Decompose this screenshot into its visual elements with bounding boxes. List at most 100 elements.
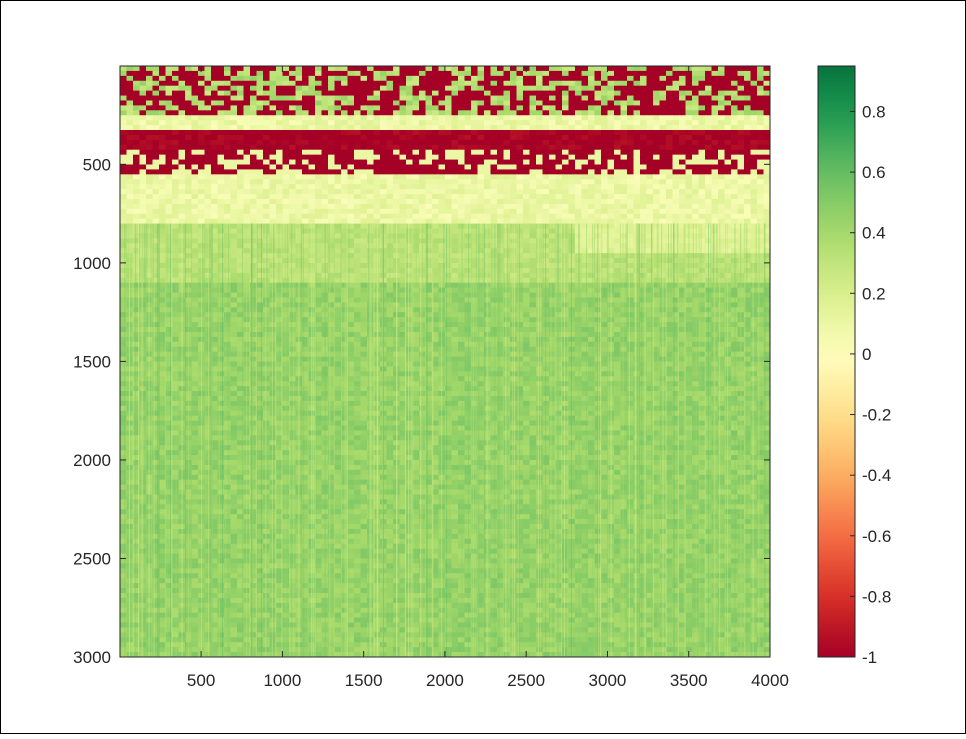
heatmap-cell — [295, 233, 303, 239]
heatmap-cell — [750, 238, 758, 244]
heatmap-cell — [224, 277, 232, 284]
heatmap-cell — [620, 105, 628, 111]
heatmap-cell — [750, 297, 758, 303]
heatmap-cell — [347, 70, 355, 77]
heatmap-cell — [705, 130, 713, 136]
heatmap-cell — [718, 302, 726, 308]
heatmap-cell — [458, 213, 466, 220]
heatmap-cell — [152, 154, 160, 161]
heatmap-cell — [620, 80, 628, 87]
heatmap-cell — [477, 228, 485, 235]
heatmap-cell — [484, 277, 492, 284]
heatmap-cell — [490, 208, 498, 215]
heatmap-cell — [315, 179, 323, 185]
heatmap-cell — [523, 144, 531, 151]
heatmap-cell — [178, 90, 186, 97]
heatmap-cell — [406, 90, 414, 97]
heatmap-cell — [276, 134, 284, 141]
heatmap-cell — [321, 174, 329, 180]
heatmap-cell — [763, 258, 770, 264]
heatmap-cell — [224, 139, 232, 146]
heatmap-cell — [698, 169, 706, 175]
heatmap-cell — [321, 253, 329, 259]
heatmap-cell — [672, 194, 680, 200]
heatmap-cell — [126, 75, 134, 82]
heatmap-cell — [562, 105, 570, 111]
heatmap-cell — [575, 208, 583, 215]
heatmap-cell — [146, 110, 154, 116]
heatmap-cell — [750, 194, 758, 200]
heatmap-cell — [471, 154, 479, 161]
heatmap-cell — [198, 144, 206, 151]
heatmap-cell — [393, 110, 401, 116]
heatmap-cell — [750, 139, 758, 146]
heatmap-cell — [679, 134, 687, 141]
heatmap-cell — [354, 267, 362, 274]
heatmap-cell — [555, 208, 563, 215]
heatmap-cell — [503, 302, 511, 308]
heatmap-cell — [484, 100, 492, 106]
heatmap-cell — [646, 144, 654, 151]
heatmap-cell — [718, 70, 726, 77]
heatmap-cell — [601, 238, 609, 244]
heatmap-cell — [497, 100, 505, 106]
heatmap-cell — [451, 125, 459, 131]
heatmap-cell — [386, 130, 394, 136]
heatmap-cell — [289, 70, 297, 77]
heatmap-cell — [458, 307, 466, 313]
heatmap-cell — [146, 198, 154, 205]
heatmap-cell — [380, 105, 388, 111]
heatmap-cell — [666, 238, 674, 244]
heatmap-cell — [510, 184, 518, 190]
heatmap-cell — [653, 198, 661, 205]
heatmap-cell — [601, 218, 609, 225]
heatmap-cell — [744, 203, 752, 210]
heatmap-cell — [230, 272, 238, 279]
heatmap-cell — [588, 110, 596, 116]
heatmap-cell — [211, 85, 219, 92]
heatmap-cell — [159, 115, 167, 121]
heatmap-cell — [705, 233, 713, 239]
heatmap-cell — [263, 134, 271, 141]
heatmap-cell — [692, 159, 700, 166]
heatmap-cell — [438, 238, 446, 244]
heatmap-cell — [763, 100, 770, 106]
heatmap-cell — [438, 302, 446, 308]
heatmap-cell — [191, 208, 199, 215]
heatmap-cell — [607, 139, 615, 146]
heatmap-cell — [711, 253, 719, 259]
heatmap-cell — [614, 90, 622, 97]
heatmap-cell — [393, 174, 401, 180]
heatmap-cell — [211, 248, 219, 254]
heatmap-cell — [178, 70, 186, 77]
heatmap-cell — [159, 213, 167, 220]
heatmap-cell — [679, 208, 687, 215]
heatmap-cell — [490, 90, 498, 97]
heatmap-cell — [425, 159, 433, 166]
heatmap-cell — [250, 115, 258, 121]
heatmap-cell — [523, 115, 531, 121]
heatmap-cell — [347, 267, 355, 274]
heatmap-cell — [178, 134, 186, 141]
heatmap-cell — [217, 198, 225, 205]
heatmap-cell — [620, 282, 628, 289]
heatmap-cell — [711, 258, 719, 264]
heatmap-cell — [575, 218, 583, 225]
heatmap-cell — [510, 213, 518, 220]
heatmap-cell — [321, 189, 329, 195]
heatmap-cell — [165, 277, 173, 284]
heatmap-cell — [191, 95, 199, 102]
heatmap-cell — [321, 263, 329, 269]
heatmap-cell — [152, 75, 160, 82]
heatmap-cell — [588, 154, 596, 161]
heatmap-cell — [419, 282, 427, 289]
heatmap-cell — [139, 208, 147, 215]
heatmap-cell — [633, 184, 641, 190]
heatmap-cell — [484, 243, 492, 249]
heatmap-cell — [302, 70, 310, 77]
heatmap-cell — [198, 115, 206, 121]
heatmap-cell — [425, 243, 433, 249]
heatmap-cell — [750, 169, 758, 175]
heatmap-cell — [484, 80, 492, 87]
heatmap-cell — [640, 307, 648, 313]
